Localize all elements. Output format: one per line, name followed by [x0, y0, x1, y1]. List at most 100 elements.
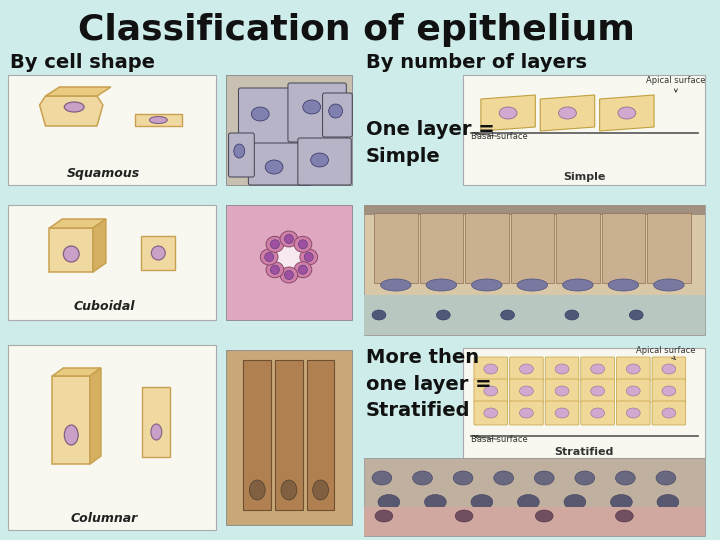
Ellipse shape: [303, 100, 320, 114]
Ellipse shape: [151, 424, 162, 440]
Ellipse shape: [618, 107, 636, 119]
Ellipse shape: [626, 386, 640, 396]
Ellipse shape: [294, 237, 312, 252]
FancyBboxPatch shape: [364, 458, 706, 536]
Ellipse shape: [484, 386, 498, 396]
Ellipse shape: [616, 471, 635, 485]
Ellipse shape: [555, 386, 569, 396]
Ellipse shape: [519, 386, 534, 396]
Ellipse shape: [299, 240, 307, 249]
Ellipse shape: [471, 495, 492, 510]
Text: Apical surface: Apical surface: [636, 346, 696, 360]
Ellipse shape: [64, 102, 84, 112]
Ellipse shape: [484, 408, 498, 418]
FancyBboxPatch shape: [616, 379, 650, 403]
FancyBboxPatch shape: [8, 345, 216, 530]
FancyBboxPatch shape: [474, 379, 508, 403]
Ellipse shape: [249, 480, 265, 500]
Text: Apical surface: Apical surface: [646, 76, 706, 92]
Ellipse shape: [499, 107, 517, 119]
Polygon shape: [600, 95, 654, 131]
Text: Columnar: Columnar: [71, 511, 138, 524]
Ellipse shape: [484, 364, 498, 374]
FancyBboxPatch shape: [307, 360, 335, 510]
Text: Basal surface: Basal surface: [471, 435, 528, 444]
FancyBboxPatch shape: [248, 143, 312, 185]
FancyBboxPatch shape: [616, 401, 650, 425]
Ellipse shape: [555, 408, 569, 418]
Ellipse shape: [590, 408, 605, 418]
Text: By cell shape: By cell shape: [10, 52, 155, 71]
FancyBboxPatch shape: [463, 75, 706, 185]
Ellipse shape: [271, 240, 279, 249]
Ellipse shape: [265, 160, 283, 174]
FancyBboxPatch shape: [364, 205, 706, 335]
Ellipse shape: [535, 510, 553, 522]
Ellipse shape: [150, 117, 167, 124]
Ellipse shape: [565, 310, 579, 320]
Ellipse shape: [519, 408, 534, 418]
Ellipse shape: [375, 510, 393, 522]
FancyBboxPatch shape: [616, 357, 650, 381]
Ellipse shape: [662, 386, 676, 396]
FancyBboxPatch shape: [243, 360, 271, 510]
FancyBboxPatch shape: [647, 213, 690, 283]
FancyBboxPatch shape: [474, 401, 508, 425]
FancyBboxPatch shape: [225, 350, 352, 525]
Ellipse shape: [555, 364, 569, 374]
Ellipse shape: [575, 471, 595, 485]
Ellipse shape: [311, 153, 328, 167]
Ellipse shape: [284, 271, 293, 280]
Ellipse shape: [381, 279, 411, 291]
Ellipse shape: [611, 495, 632, 510]
Ellipse shape: [281, 480, 297, 500]
Ellipse shape: [251, 107, 269, 121]
Ellipse shape: [372, 310, 386, 320]
FancyBboxPatch shape: [364, 205, 706, 215]
Polygon shape: [93, 219, 106, 272]
Ellipse shape: [234, 144, 245, 158]
FancyBboxPatch shape: [474, 357, 508, 381]
Ellipse shape: [662, 364, 676, 374]
Ellipse shape: [436, 310, 450, 320]
Ellipse shape: [494, 471, 513, 485]
Ellipse shape: [265, 253, 274, 261]
FancyBboxPatch shape: [238, 88, 292, 152]
Ellipse shape: [426, 279, 456, 291]
FancyBboxPatch shape: [652, 379, 685, 403]
Polygon shape: [90, 368, 101, 464]
FancyBboxPatch shape: [581, 357, 614, 381]
FancyBboxPatch shape: [225, 75, 352, 185]
Text: More then
one layer =
Stratified: More then one layer = Stratified: [366, 348, 492, 420]
FancyBboxPatch shape: [228, 133, 254, 177]
FancyBboxPatch shape: [510, 379, 543, 403]
Ellipse shape: [151, 246, 166, 260]
Polygon shape: [53, 376, 90, 464]
FancyBboxPatch shape: [545, 379, 579, 403]
Ellipse shape: [329, 104, 343, 118]
Ellipse shape: [564, 495, 586, 510]
FancyBboxPatch shape: [374, 213, 418, 283]
Ellipse shape: [300, 249, 318, 265]
Text: Basal surface: Basal surface: [471, 132, 528, 141]
Ellipse shape: [266, 237, 284, 252]
FancyBboxPatch shape: [323, 93, 352, 137]
Ellipse shape: [266, 262, 284, 278]
Ellipse shape: [305, 253, 313, 261]
Text: Simple: Simple: [563, 172, 606, 182]
Text: Stratified: Stratified: [554, 447, 614, 457]
Ellipse shape: [616, 510, 634, 522]
FancyBboxPatch shape: [288, 83, 346, 142]
FancyBboxPatch shape: [581, 401, 614, 425]
FancyBboxPatch shape: [298, 138, 351, 185]
FancyBboxPatch shape: [143, 387, 170, 457]
Ellipse shape: [590, 364, 605, 374]
Ellipse shape: [590, 386, 605, 396]
Ellipse shape: [274, 245, 304, 269]
Ellipse shape: [378, 495, 400, 510]
Ellipse shape: [64, 425, 78, 445]
Ellipse shape: [657, 495, 679, 510]
Ellipse shape: [656, 471, 676, 485]
FancyBboxPatch shape: [135, 114, 182, 126]
Ellipse shape: [559, 107, 577, 119]
